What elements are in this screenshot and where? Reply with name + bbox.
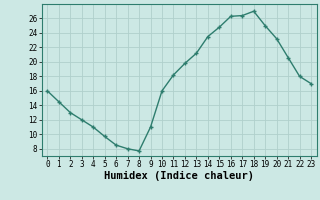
X-axis label: Humidex (Indice chaleur): Humidex (Indice chaleur)	[104, 171, 254, 181]
